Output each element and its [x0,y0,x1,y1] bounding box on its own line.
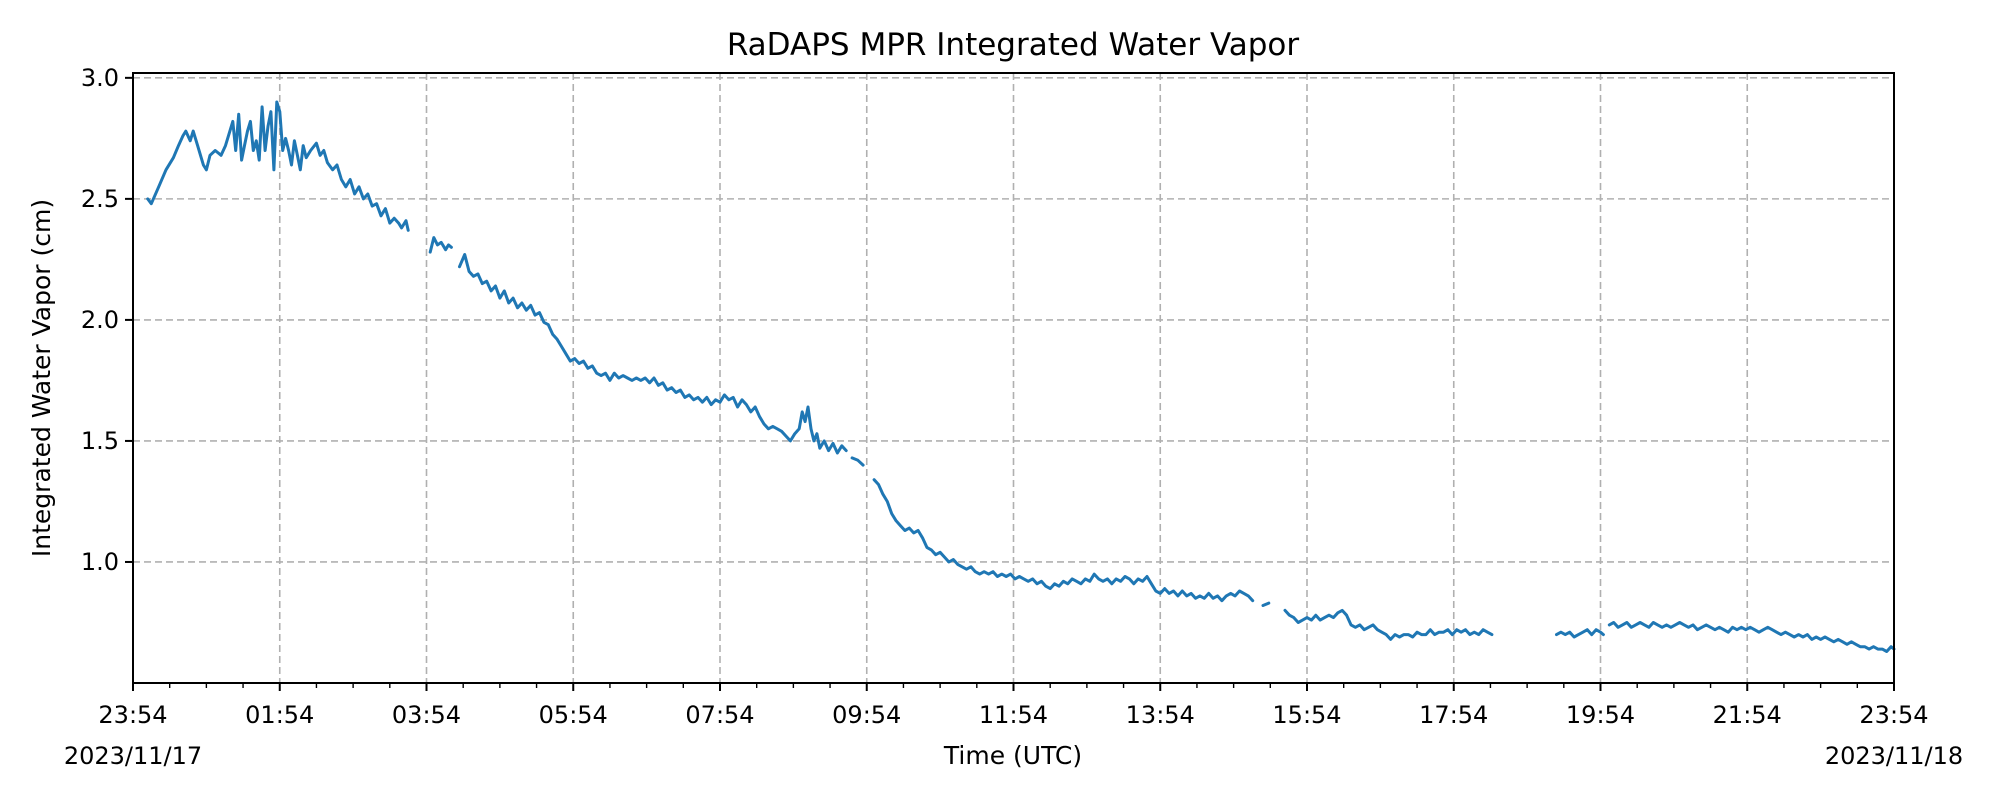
x-tick-label: 15:54 [1272,701,1341,729]
x-tick-label: 21:54 [1713,701,1782,729]
x-axis-label: Time (UTC) [943,741,1082,770]
end-date-label: 2023/11/18 [1825,742,1963,770]
iwv-line-segment [1283,608,1494,641]
x-tick-label: 07:54 [685,701,754,729]
x-tick-label: 01:54 [245,701,314,729]
x-tick-label: 23:54 [1859,701,1928,729]
y-tick-label: 2.0 [81,306,119,334]
iwv-line-segment [1261,601,1271,607]
iwv-line-segment [458,253,848,455]
x-tick-label: 23:54 [98,701,167,729]
chart-title: RaDAPS MPR Integrated Water Vapor [727,27,1300,63]
y-tick-label: 2.5 [81,185,119,213]
iwv-line-segment [872,478,1255,603]
iwv-line-segment [850,456,865,467]
iwv-line-segment [1607,621,1896,653]
x-tick-label: 17:54 [1419,701,1488,729]
y-tick-label: 1.5 [81,427,119,455]
iwv-series [146,100,1896,653]
y-tick-label: 1.0 [81,548,119,576]
y-axis-label: Integrated Water Vapor (cm) [27,199,56,557]
iwv-line-segment [428,236,453,254]
x-tick-label: 13:54 [1126,701,1195,729]
x-tick-label: 19:54 [1566,701,1635,729]
x-tick-label: 03:54 [392,701,461,729]
start-date-label: 2023/11/17 [64,742,202,770]
axis-ticks [125,76,1895,691]
x-tick-label: 11:54 [979,701,1048,729]
y-tick-label: 3.0 [81,64,119,92]
iwv-line-segment [1555,628,1605,639]
x-tick-label: 05:54 [539,701,608,729]
iwv-line-segment [146,100,410,232]
x-tick-label: 09:54 [832,701,901,729]
grid-lines [133,73,1894,683]
tick-labels: 1.0 1.5 2.0 2.5 3.0 23:54 01:54 03:54 05:54 07:54… [81,64,1929,729]
